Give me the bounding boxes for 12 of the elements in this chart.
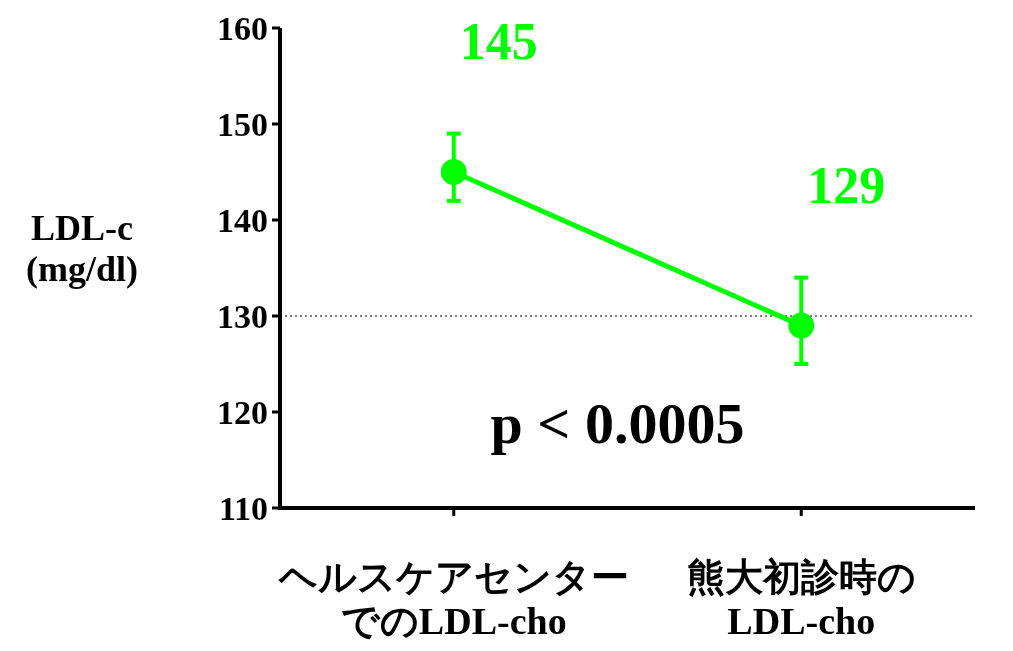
- y-tick-label: 160: [217, 9, 268, 47]
- data-label: 129: [807, 156, 886, 214]
- y-tick-label: 150: [217, 105, 268, 143]
- annotation: p < 0.0005: [490, 391, 745, 456]
- y-tick-label: 120: [217, 393, 268, 431]
- data-label: 145: [459, 12, 538, 70]
- x-tick-label: ヘルスケアセンターでのLDL-cho: [277, 556, 629, 642]
- y-tick-label: 130: [217, 297, 268, 335]
- y-axis-title: LDL-c (mg/dl): [26, 208, 138, 290]
- y-tick-label: 110: [218, 489, 268, 527]
- x-tick-label: 熊大初診時のLDL-cho: [686, 556, 916, 642]
- y-tick-label: 140: [217, 201, 268, 239]
